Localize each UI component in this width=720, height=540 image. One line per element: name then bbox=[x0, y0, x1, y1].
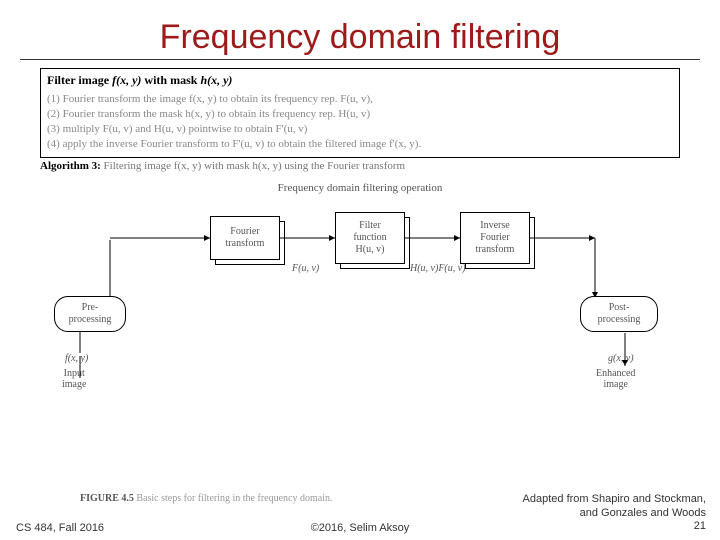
box-fourier-transform: Fourier transform bbox=[210, 216, 280, 260]
footer-left: CS 484, Fall 2016 bbox=[16, 522, 104, 534]
figure-caption-text: Basic steps for filtering in the frequen… bbox=[134, 493, 333, 504]
label-fuv: F(u, v) bbox=[292, 263, 319, 274]
box-filter-label: Filter function H(u, v) bbox=[353, 220, 386, 256]
label-input-image: Input image bbox=[62, 368, 86, 390]
algo-step-2: (2) Fourier transform the mask h(x, y) t… bbox=[47, 107, 673, 122]
algo-caption-label: Algorithm 3: bbox=[40, 160, 101, 172]
diagram-title: Frequency domain filtering operation bbox=[40, 182, 680, 194]
footer-right-line2: and Gonzales and Woods bbox=[580, 507, 706, 519]
title-divider bbox=[20, 59, 700, 60]
footer-center: ©2016, Selim Aksoy bbox=[311, 522, 410, 534]
algo-head-h: h(x, y) bbox=[200, 73, 232, 87]
diagram: Fourier transform Filter function H(u, v… bbox=[40, 198, 680, 408]
algorithm-heading: Filter image f(x, y) with mask h(x, y) bbox=[47, 73, 673, 88]
box-fourier-label: Fourier transform bbox=[226, 226, 265, 250]
algo-head-f: f(x, y) bbox=[112, 73, 141, 87]
label-gxy: g(x, y) bbox=[608, 353, 634, 364]
box-pre-processing: Pre- processing bbox=[54, 296, 126, 332]
label-enhanced-image: Enhanced image bbox=[596, 368, 635, 390]
box-filter-function: Filter function H(u, v) bbox=[335, 212, 405, 264]
algorithm-caption: Algorithm 3: Filtering image f(x, y) wit… bbox=[40, 160, 680, 172]
box-post-processing: Post- processing bbox=[580, 296, 658, 332]
diagram-wrap: Frequency domain filtering operation Fou… bbox=[40, 182, 680, 408]
box-inverse-label: Inverse Fourier transform bbox=[476, 220, 515, 256]
algo-step-1: (1) Fourier transform the image f(x, y) … bbox=[47, 92, 673, 107]
page-title: Frequency domain filtering bbox=[0, 0, 720, 59]
footer-right-line1: Adapted from Shapiro and Stockman, bbox=[523, 493, 706, 505]
label-hf: H(u, v)F(u, v) bbox=[410, 263, 466, 274]
algo-step-4: (4) apply the inverse Fourier transform … bbox=[47, 137, 673, 152]
footer-page-number: 21 bbox=[694, 520, 706, 534]
algo-caption-text: Filtering image f(x, y) with mask h(x, y… bbox=[101, 160, 405, 172]
algo-step-3: (3) multiply F(u, v) and H(u, v) pointwi… bbox=[47, 122, 673, 137]
box-post-label: Post- processing bbox=[598, 302, 641, 326]
box-inverse-fourier: Inverse Fourier transform bbox=[460, 212, 530, 264]
footer-right: Adapted from Shapiro and Stockman, and G… bbox=[523, 493, 706, 534]
box-pre-label: Pre- processing bbox=[69, 302, 112, 326]
figure-caption: FIGURE 4.5 Basic steps for filtering in … bbox=[80, 493, 332, 504]
algorithm-box: Filter image f(x, y) with mask h(x, y) (… bbox=[40, 68, 680, 158]
algo-head-mid: with mask bbox=[141, 73, 200, 87]
figure-caption-label: FIGURE 4.5 bbox=[80, 493, 134, 504]
algo-head-prefix: Filter image bbox=[47, 73, 112, 87]
label-fxy: f(x, y) bbox=[65, 353, 88, 364]
